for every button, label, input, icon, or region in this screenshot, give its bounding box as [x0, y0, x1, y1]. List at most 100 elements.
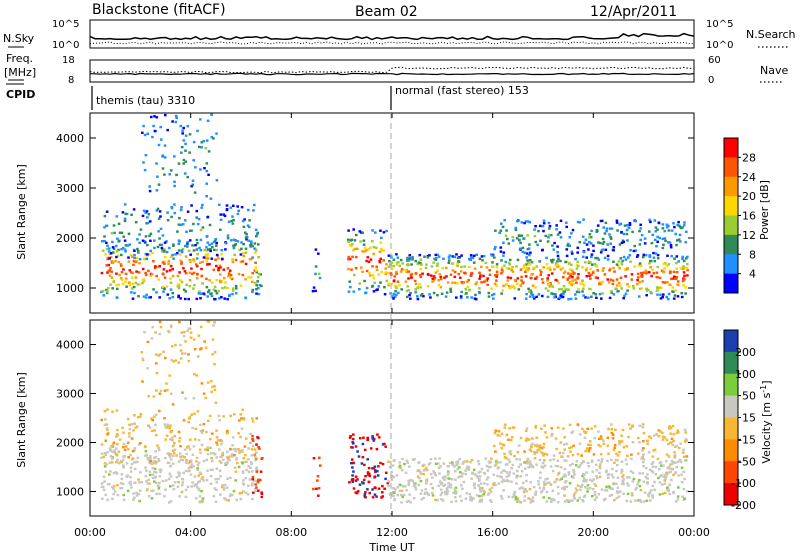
power-cell — [358, 288, 361, 291]
velocity-cell — [540, 427, 543, 430]
velocity-cell — [563, 494, 566, 497]
power-cell — [474, 293, 477, 297]
power-cell — [598, 282, 601, 286]
velocity-cell — [475, 474, 479, 478]
velocity-cell — [582, 480, 585, 483]
power-cell — [117, 240, 120, 243]
velocity-cell — [349, 435, 352, 438]
power-cell — [394, 290, 397, 293]
power-cell — [239, 253, 243, 256]
power-cell — [614, 287, 617, 290]
power-cell — [102, 294, 106, 297]
power-cell — [155, 274, 158, 278]
power-cell — [160, 246, 164, 250]
velocity-cell — [508, 427, 511, 430]
power-cell — [153, 115, 156, 118]
velocity-cell — [230, 455, 234, 458]
velocity-cell — [453, 470, 457, 473]
velocity-cell — [257, 489, 260, 492]
power-cell — [640, 233, 644, 237]
power-cell — [225, 242, 228, 245]
power-cell — [677, 220, 680, 224]
velocity-cell — [620, 460, 624, 463]
power-cell — [550, 292, 553, 295]
velocity-cell — [200, 382, 204, 385]
velocity-cell — [372, 437, 376, 441]
power-cell — [550, 261, 554, 264]
velocity-cell — [412, 484, 416, 487]
power-cell — [682, 284, 685, 287]
power-cell — [255, 292, 258, 295]
velocity-cell — [524, 467, 527, 470]
power-cell — [554, 262, 558, 265]
power-cell — [184, 290, 188, 293]
velocity-cell — [611, 487, 614, 490]
velocity-cell — [510, 480, 513, 483]
velocity-cell — [202, 479, 206, 482]
velocity-cell — [532, 451, 536, 454]
velocity-cell — [229, 493, 232, 496]
power-cell — [502, 251, 506, 254]
velocity-cell — [366, 488, 369, 491]
velocity-cell — [578, 496, 581, 500]
power-cell — [589, 242, 593, 245]
power-cell — [428, 293, 431, 296]
power-cell — [131, 276, 134, 279]
power-cell — [222, 213, 225, 216]
power-cell — [173, 180, 176, 183]
power-cell — [528, 221, 532, 224]
power-cell — [254, 228, 258, 231]
y-tick-label: 4000 — [56, 132, 84, 145]
velocity-cell — [471, 471, 475, 474]
velocity-cell — [585, 471, 588, 474]
power-cell — [624, 292, 628, 295]
power-cell — [407, 270, 411, 273]
power-cell — [676, 280, 680, 283]
velocity-cell — [541, 461, 545, 465]
power-cell — [117, 248, 120, 252]
velocity-cell — [135, 494, 139, 497]
velocity-cell — [175, 454, 178, 457]
velocity-cell — [242, 457, 245, 460]
velocity-cell — [664, 477, 667, 480]
velocity-cell — [445, 492, 449, 496]
velocity-cell — [580, 485, 583, 488]
power-cell — [206, 295, 209, 298]
power-cell — [348, 257, 352, 261]
velocity-cell — [581, 483, 584, 487]
power-cell — [468, 288, 471, 292]
velocity-cell — [622, 474, 625, 477]
velocity-cell — [235, 457, 238, 460]
velocity-cell — [209, 438, 212, 441]
power-cell — [670, 254, 673, 258]
velocity-cell — [583, 436, 587, 440]
power-cell — [123, 239, 127, 242]
velocity-cell — [171, 403, 175, 406]
velocity-cell — [179, 343, 182, 347]
velocity-cell — [411, 479, 415, 482]
velocity-cell — [105, 423, 109, 426]
velocity-cell — [381, 462, 385, 466]
velocity-cell — [222, 458, 225, 461]
power-cell — [533, 234, 537, 238]
velocity-cell — [590, 479, 594, 483]
power-cell — [161, 154, 165, 157]
velocity-cell — [502, 489, 505, 492]
velocity-cell — [235, 498, 238, 502]
velocity-cell — [105, 463, 108, 466]
power-cell — [585, 256, 588, 259]
velocity-cell — [226, 458, 230, 461]
velocity-cell — [449, 483, 453, 486]
velocity-cell — [496, 467, 500, 470]
velocity-cell — [368, 474, 372, 478]
power-cell — [200, 141, 204, 144]
velocity-cell — [119, 482, 123, 485]
velocity-cell — [544, 478, 547, 481]
velocity-cell — [122, 445, 125, 449]
power-cell — [513, 278, 517, 282]
power-cell — [181, 247, 185, 251]
power-cell — [405, 295, 409, 299]
velocity-cell — [568, 464, 572, 467]
velocity-cell — [608, 486, 611, 489]
